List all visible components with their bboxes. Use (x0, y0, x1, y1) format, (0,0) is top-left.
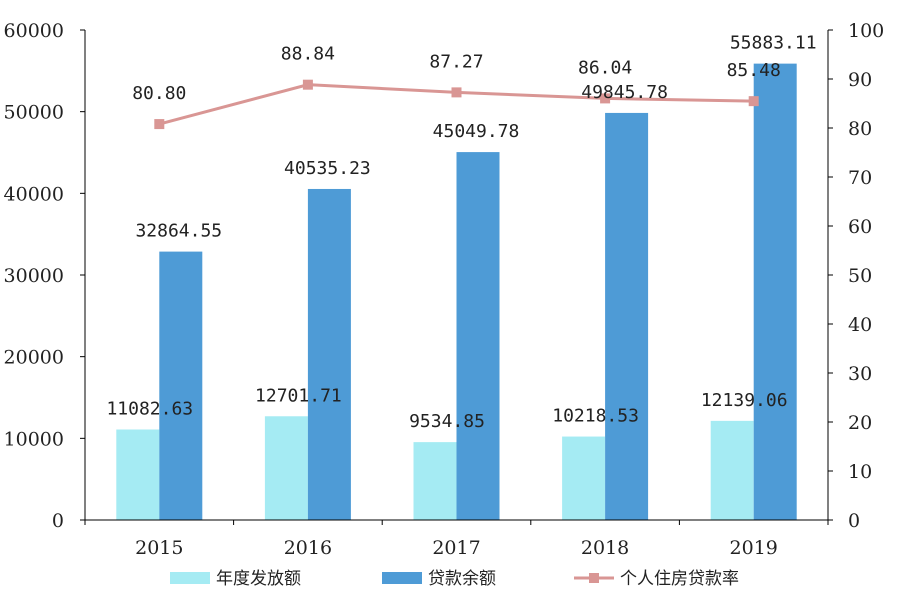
right-tick-label: 40 (848, 314, 872, 336)
bar-annual-issuance-2017 (413, 442, 457, 520)
legend-label-loan-balance: 贷款余额 (428, 569, 496, 589)
right-tick-label: 30 (848, 363, 872, 385)
right-tick-label: 60 (848, 216, 872, 238)
right-tick-label: 50 (848, 265, 872, 287)
bar-loan-balance-2016 (307, 188, 351, 521)
left-tick-label: 30000 (4, 265, 64, 287)
data-label-loan-balance-2018: 49845.78 (581, 82, 668, 103)
data-label-housing-loan-rate-2019: 85.48 (727, 60, 781, 81)
x-tick-label-2015: 2015 (135, 537, 183, 559)
right-tick-label: 80 (848, 118, 872, 140)
bar-loan-balance-2018 (605, 112, 649, 520)
data-label-loan-balance-2016: 40535.23 (284, 158, 371, 179)
x-tick-label-2017: 2017 (432, 537, 480, 559)
data-label-housing-loan-rate-2018: 86.04 (578, 57, 632, 78)
data-label-annual-issuance-2019: 12139.06 (701, 390, 788, 411)
data-label-housing-loan-rate-2016: 88.84 (281, 44, 335, 65)
data-label-housing-loan-rate-2015: 80.80 (132, 83, 186, 104)
left-tick-label: 40000 (4, 183, 64, 205)
point-housing-loan-rate-2017 (451, 87, 462, 98)
left-tick-label: 10000 (4, 428, 64, 450)
data-label-annual-issuance-2015: 11082.63 (106, 398, 193, 419)
data-label-annual-issuance-2016: 12701.71 (255, 385, 342, 406)
right-tick-label: 0 (848, 510, 860, 532)
bar-annual-issuance-2018 (562, 436, 606, 520)
data-label-annual-issuance-2017: 9534.85 (409, 411, 485, 432)
x-tick-label-2018: 2018 (581, 537, 629, 559)
bar-annual-issuance-2016 (264, 416, 308, 520)
data-label-loan-balance-2017: 45049.78 (433, 121, 520, 142)
data-label-housing-loan-rate-2017: 87.27 (429, 51, 483, 72)
point-housing-loan-rate-2015 (154, 119, 165, 130)
bar-annual-issuance-2015 (116, 429, 160, 520)
legend-label-housing-loan-rate: 个人住房贷款率 (620, 569, 739, 589)
point-housing-loan-rate-2019 (748, 96, 759, 107)
bar-loan-balance-2019 (753, 63, 797, 520)
right-tick-label: 20 (848, 412, 872, 434)
left-tick-label: 0 (52, 510, 64, 532)
x-tick-label-2016: 2016 (284, 537, 332, 559)
legend-swatch-marker-housing-loan-rate (589, 573, 599, 583)
right-tick-label: 90 (848, 69, 872, 91)
left-tick-label: 50000 (4, 102, 64, 124)
bar-annual-issuance-2019 (710, 420, 754, 520)
point-housing-loan-rate-2016 (302, 79, 313, 90)
right-tick-label: 100 (848, 20, 884, 42)
data-label-loan-balance-2015: 32864.55 (135, 221, 222, 242)
data-label-annual-issuance-2018: 10218.53 (552, 406, 639, 427)
point-housing-loan-rate-2018 (600, 93, 611, 104)
left-tick-label: 20000 (4, 347, 64, 369)
legend-label-annual-issuance: 年度发放额 (216, 569, 301, 589)
legend-swatch-loan-balance (382, 572, 422, 584)
right-tick-label: 10 (848, 461, 872, 483)
data-label-loan-balance-2019: 55883.11 (730, 33, 817, 54)
right-tick-label: 70 (848, 167, 872, 189)
left-tick-label: 60000 (4, 20, 64, 42)
x-tick-label-2019: 2019 (730, 537, 778, 559)
legend-swatch-annual-issuance (170, 572, 210, 584)
bar-loan-balance-2017 (456, 152, 500, 521)
bar-loan-balance-2015 (159, 251, 203, 520)
